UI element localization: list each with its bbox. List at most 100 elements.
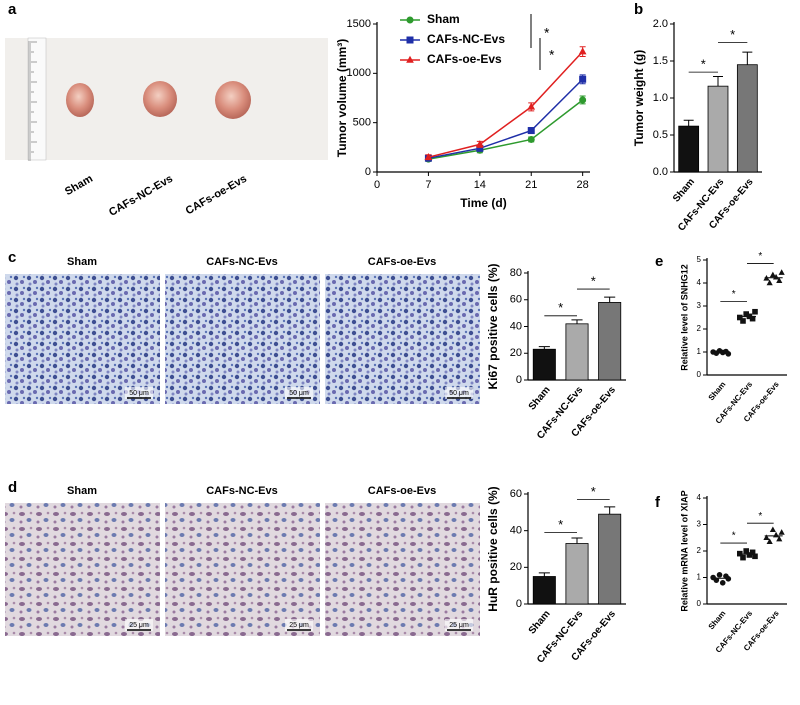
marker [772, 531, 780, 538]
marker [716, 572, 723, 578]
marker [579, 75, 587, 83]
error-bar [538, 572, 550, 577]
y-tick-label: 20 [510, 561, 522, 573]
y-axis-label: HuR positive cells (%) [486, 486, 500, 611]
bar [532, 576, 556, 605]
marker [719, 580, 726, 586]
scale-box [285, 387, 313, 399]
legend-marker [406, 36, 414, 44]
annotation: * [549, 47, 555, 63]
marker [578, 47, 587, 55]
x-tick-label: 28 [577, 179, 589, 191]
scale-box [285, 619, 313, 631]
y-tick-label: 3 [697, 301, 702, 310]
error-bar [571, 537, 583, 544]
scale-label: 50 μm [129, 390, 149, 397]
annotation: * [558, 517, 563, 532]
legend-label: Sham [427, 12, 460, 26]
photo-label: CAFs-oe-Evs [184, 173, 249, 218]
scale-label: 25 μm [449, 622, 469, 629]
scale-box [125, 619, 153, 631]
bar [565, 543, 589, 605]
legend-marker [406, 55, 414, 63]
x-tick-label: Sham [671, 176, 697, 204]
marker [772, 273, 780, 280]
y-tick-label: 0 [697, 599, 702, 608]
bar [598, 302, 622, 381]
marker [752, 308, 758, 315]
x-tick-label: Sham [707, 609, 728, 631]
marker [527, 102, 536, 110]
marker [766, 279, 773, 286]
marker [763, 275, 770, 281]
histology-image [325, 274, 480, 404]
annotation: * [758, 511, 762, 522]
image-label: CAFs-NC-Evs [206, 485, 278, 497]
error-bar [683, 119, 694, 127]
error-bar [571, 319, 583, 324]
annotation: * [544, 25, 550, 41]
x-tick-label: 7 [425, 179, 431, 191]
annotation: * [758, 251, 762, 262]
series-line [428, 99, 584, 160]
y-tick-label: 1 [697, 573, 702, 582]
scale-label: 25 μm [289, 622, 309, 629]
x-tick-label: 0 [374, 179, 380, 191]
bar [565, 323, 589, 381]
annotation: * [701, 57, 706, 72]
y-tick-label: 1.5 [653, 55, 668, 67]
scale-label: 25 μm [129, 622, 149, 629]
histology-image [165, 274, 320, 404]
error-bar [538, 346, 550, 350]
y-tick-label: 80 [510, 267, 522, 279]
bar [532, 348, 556, 381]
panel-label: e [655, 253, 663, 270]
marker [778, 269, 785, 275]
y-tick-label: 0 [365, 166, 371, 178]
marker [475, 140, 484, 148]
y-tick-label: 3 [697, 520, 702, 529]
marker [743, 311, 749, 317]
error-bar [604, 296, 616, 303]
marker [763, 534, 770, 540]
panel-label: a [8, 1, 17, 18]
x-tick-label: Sham [527, 608, 553, 636]
y-tick-label: 20 [510, 347, 522, 359]
x-tick-label: 21 [525, 179, 537, 191]
bar [598, 513, 622, 605]
histology-image [165, 503, 320, 636]
histology-image [5, 503, 160, 636]
marker [740, 554, 746, 561]
panel-label: b [634, 1, 643, 18]
tumor-photo [5, 37, 328, 161]
y-axis-label: Ki67 positive cells (%) [486, 263, 500, 389]
x-tick-label: Sham [707, 380, 728, 402]
y-tick-label: 0 [516, 374, 522, 386]
y-tick-label: 0 [516, 598, 522, 610]
image-label: CAFs-oe-Evs [368, 485, 436, 497]
panel-label: f [655, 494, 661, 511]
y-tick-label: 40 [510, 320, 522, 332]
annotation: * [732, 531, 736, 542]
image-label: Sham [67, 485, 97, 497]
y-tick-label: 0.0 [653, 166, 668, 178]
marker [527, 127, 535, 135]
marker [424, 153, 433, 160]
y-tick-label: 4 [697, 493, 702, 502]
series-line [428, 78, 584, 159]
y-tick-label: 500 [353, 117, 371, 129]
marker [527, 135, 535, 143]
y-tick-label: 60 [510, 294, 522, 306]
y-tick-label: 1500 [347, 18, 371, 30]
marker [769, 526, 776, 533]
y-axis-label: Relative mRNA level of XIAP [679, 490, 689, 611]
legend-label: CAFs-NC-Evs [427, 32, 505, 46]
marker [749, 549, 756, 556]
y-tick-label: 1.0 [653, 92, 668, 104]
bar [736, 64, 758, 173]
y-tick-label: 40 [510, 525, 522, 537]
y-axis-label: Relative level of SNHG12 [679, 264, 689, 371]
image-label: CAFs-oe-Evs [368, 256, 436, 268]
y-tick-label: 1 [697, 347, 702, 356]
